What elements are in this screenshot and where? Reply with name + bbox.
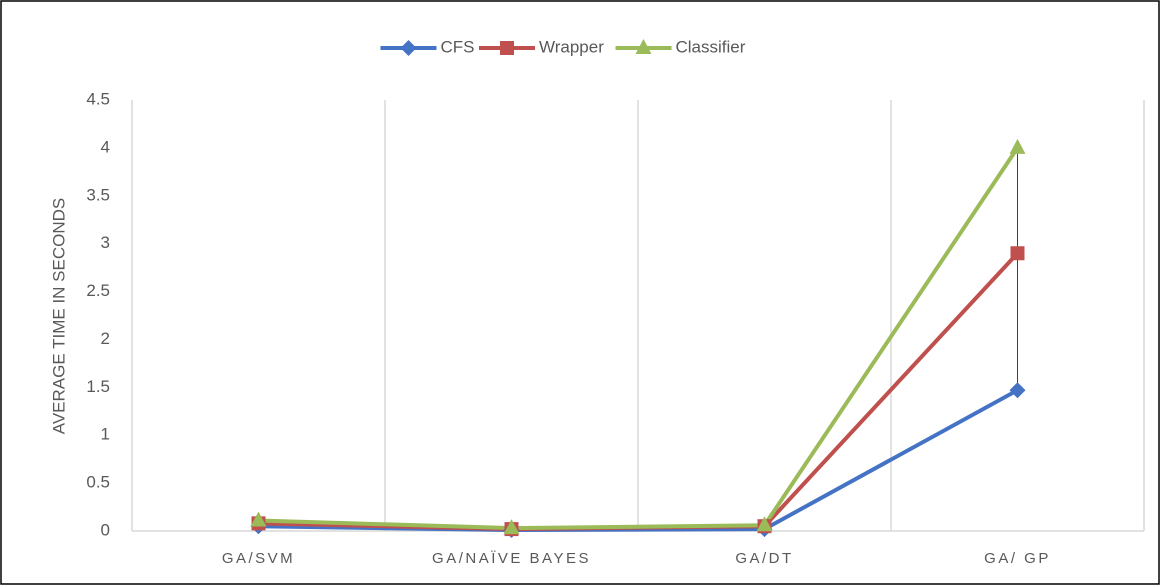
legend-label: Classifier: [676, 37, 746, 56]
legend-marker: [500, 41, 514, 55]
legend-marker: [635, 39, 652, 54]
legend-marker: [400, 40, 417, 56]
data-point: [1009, 138, 1026, 154]
series-line: [258, 146, 1020, 531]
y-tick-label: 3.5: [86, 185, 110, 204]
x-tick-label: GA/NAÏVE BAYES: [432, 550, 591, 567]
y-tick-label: 0.5: [86, 473, 110, 492]
legend-label: Wrapper: [539, 37, 604, 56]
y-tick-label: 2: [101, 329, 110, 348]
data-point: [1009, 382, 1026, 399]
data-point: [503, 519, 520, 535]
data-point: [1010, 246, 1025, 261]
y-tick-label: 4: [101, 137, 110, 156]
x-tick-label: GA/ GP: [984, 550, 1051, 567]
data-point: [250, 511, 267, 527]
y-tick-label: 4.5: [86, 89, 110, 108]
y-tick-label: 1: [101, 425, 110, 444]
x-tick-label: GA/SVM: [222, 550, 295, 567]
data-point: [756, 516, 773, 532]
legend-label: CFS: [441, 37, 475, 56]
y-tick-label: 2.5: [86, 281, 110, 300]
y-tick-label: 3: [101, 233, 110, 252]
y-axis-label: AVERAGE TIME IN SECONDS: [49, 198, 68, 434]
x-tick-label: GA/DT: [735, 550, 793, 567]
y-tick-label: 1.5: [86, 377, 110, 396]
y-tick-label: 0: [101, 520, 110, 539]
